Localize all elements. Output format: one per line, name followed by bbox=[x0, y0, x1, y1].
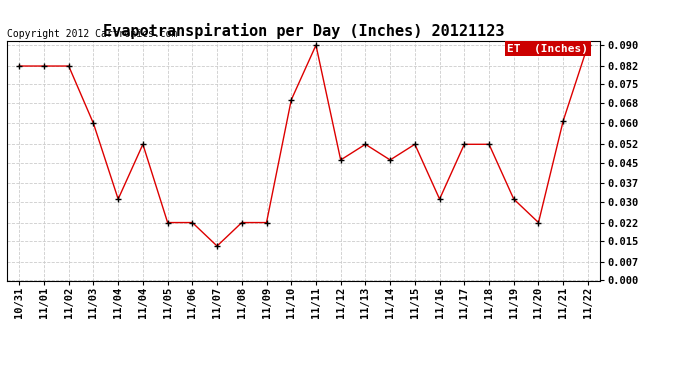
Title: Evapotranspiration per Day (Inches) 20121123: Evapotranspiration per Day (Inches) 2012… bbox=[103, 23, 504, 39]
Text: ET  (Inches): ET (Inches) bbox=[507, 44, 589, 54]
Text: Copyright 2012 Cartronics.com: Copyright 2012 Cartronics.com bbox=[7, 29, 177, 39]
